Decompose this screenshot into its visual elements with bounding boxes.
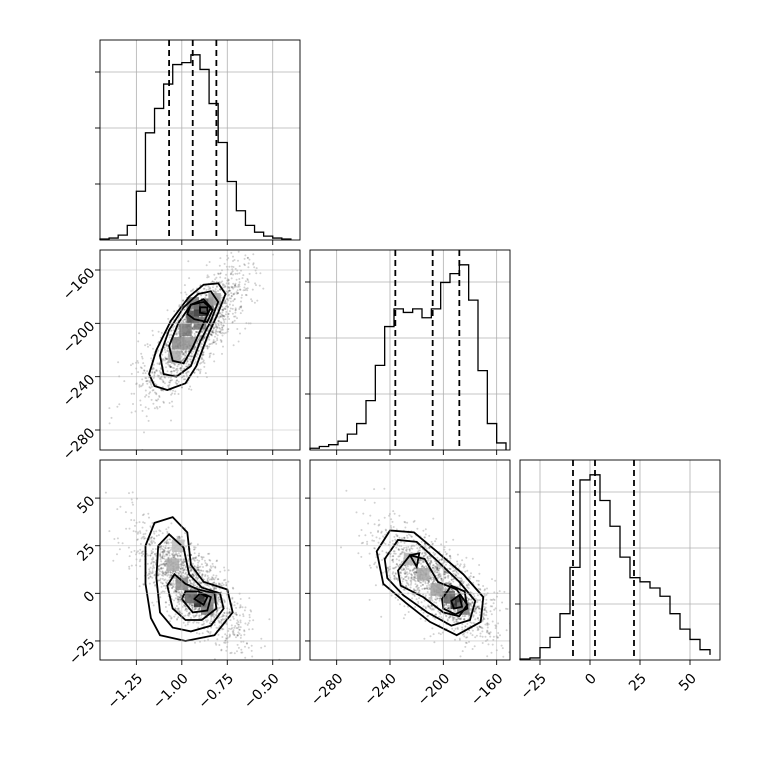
y-tick-label: 50 (74, 493, 98, 517)
contour-level-3 (180, 590, 212, 614)
x-tick-label: 0 (582, 671, 600, 689)
contour-level-4 (450, 593, 464, 610)
x-tick-label: −25 (518, 671, 550, 703)
panel-frame (519, 459, 721, 661)
histogram-step (519, 474, 711, 660)
contour-level-4 (199, 306, 209, 316)
histogram-step (99, 54, 292, 240)
x-tick-label: −0.75 (196, 671, 238, 713)
panel-p10-density (95, 249, 301, 455)
panel-content (340, 487, 510, 658)
contour-level-5 (408, 552, 421, 570)
panel-content (108, 250, 274, 450)
density-cell (171, 337, 185, 350)
panel-p21-density (305, 459, 511, 665)
y-tick-label: 25 (74, 541, 98, 565)
contour-level-4 (193, 592, 209, 607)
panel-p2-hist (515, 459, 721, 665)
contour-level-3 (186, 301, 214, 324)
panel-p0-hist (95, 39, 301, 245)
x-tick-label: 50 (676, 671, 700, 695)
density-cell (208, 293, 221, 306)
contour-level-2 (168, 298, 212, 365)
density-cell (430, 583, 443, 596)
y-tick-label: −160 (60, 265, 99, 304)
y-tick-label: −280 (60, 425, 99, 464)
panel-frame (309, 249, 511, 451)
y-tick-label: −240 (60, 372, 99, 411)
contour-level-0 (148, 282, 227, 391)
y-tick-label: 0 (81, 588, 99, 606)
contour-level-1 (159, 290, 220, 378)
panel-frame (99, 459, 301, 661)
x-tick-label: −200 (415, 671, 454, 710)
panel-frame (99, 39, 301, 241)
contour-level-2 (166, 572, 218, 621)
density-cell (417, 568, 430, 581)
x-tick-label: −1.00 (150, 671, 192, 713)
density-cell (179, 323, 192, 337)
y-tick-label: −200 (60, 318, 99, 357)
contour-level-0 (375, 529, 485, 637)
panel-content (100, 491, 281, 660)
panel-frame (99, 249, 301, 451)
density-cell (184, 590, 198, 604)
x-tick-label: −240 (361, 671, 400, 710)
x-tick-label: −1.25 (105, 671, 147, 713)
x-tick-label: −0.50 (241, 671, 283, 713)
panel-p20-density (95, 459, 301, 665)
histogram-step (309, 264, 507, 450)
contour-level-1 (383, 539, 477, 627)
x-tick-label: 25 (626, 671, 650, 695)
x-tick-label: −280 (308, 671, 347, 710)
density-cell (166, 558, 179, 572)
y-tick-label: −25 (66, 636, 98, 668)
panel-p1-hist (305, 249, 511, 455)
panel-frame (309, 459, 511, 661)
contour-level-0 (144, 516, 234, 642)
x-tick-label: −160 (468, 671, 507, 710)
